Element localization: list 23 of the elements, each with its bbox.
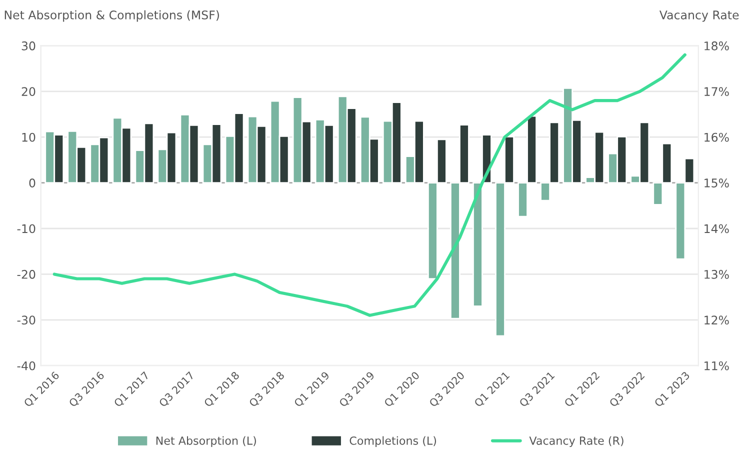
y2-tick-label: 18% — [704, 41, 729, 50]
y2-axis-title: Vacancy Rate — [659, 10, 739, 22]
line-series — [52, 53, 686, 317]
y-tick-label: 10 — [22, 132, 36, 142]
y-tick-label: 0 — [29, 178, 36, 188]
y-tick-label: 30 — [22, 41, 36, 50]
y2-tick-label: 17% — [704, 87, 729, 96]
y-tick-label: -30 — [17, 316, 36, 325]
y2-tick-label: 14% — [704, 224, 729, 234]
legend-label: Completions (L) — [350, 436, 436, 447]
y-tick-label: -40 — [17, 361, 36, 370]
y2-tick-label: 13% — [704, 270, 729, 279]
legend-label: Vacancy Rate (R) — [529, 436, 624, 447]
y2-tick-label: 12% — [704, 316, 729, 325]
y-axis-title: Net Absorption & Completions (MSF) — [4, 10, 219, 22]
y2-tick-label: 11% — [704, 361, 729, 370]
bar — [472, 182, 483, 307]
y2-tick-label: 16% — [704, 132, 729, 142]
y-tick-label: -20 — [17, 270, 36, 279]
y-tick-label: -10 — [17, 224, 36, 234]
y-tick-label: 20 — [22, 87, 36, 96]
legend-label: Net Absorption (L) — [156, 436, 256, 447]
y2-tick-label: 15% — [704, 178, 729, 188]
